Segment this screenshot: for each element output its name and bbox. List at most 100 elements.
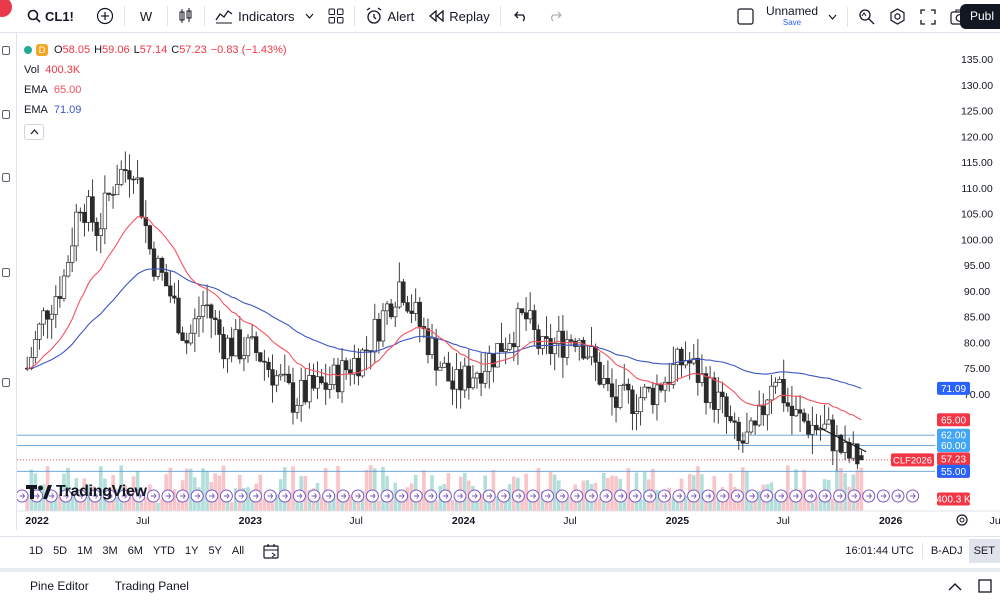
candle[interactable] [192,308,197,352]
event-marker[interactable] [541,489,555,503]
time-axis[interactable]: 2022 Jul 2023 Jul 2024 Jul 2025 Jul 2026 Jul [17,510,1000,527]
candle[interactable] [262,349,267,381]
candle[interactable] [781,359,786,412]
candle[interactable] [303,368,308,405]
event-marker[interactable] [468,489,482,503]
candle[interactable] [254,331,259,361]
candle[interactable] [106,192,112,202]
candle[interactable] [720,381,725,414]
candle[interactable] [151,241,157,282]
candle[interactable] [98,212,103,254]
candle[interactable] [266,357,271,378]
candle[interactable] [57,276,63,308]
candle[interactable] [74,203,79,262]
drawing-tool-edge[interactable] [2,173,10,182]
event-marker[interactable] [906,489,920,503]
candle[interactable] [793,395,799,417]
candle[interactable] [748,417,754,435]
range-button-all[interactable]: All [231,544,245,557]
candle[interactable] [172,282,177,304]
event-marker[interactable] [789,489,803,503]
candle[interactable] [630,385,635,431]
candle[interactable] [168,270,173,303]
candle[interactable] [618,384,623,410]
candle[interactable] [37,322,42,350]
tab-trading-panel[interactable]: Trading Panel [114,579,189,593]
candle[interactable] [221,326,226,369]
event-marker[interactable] [730,489,744,503]
candle[interactable] [675,347,680,382]
drawing-tool-edge[interactable] [2,268,10,277]
candle[interactable] [180,326,185,342]
candle[interactable] [233,319,238,357]
trend-line-drawing[interactable] [819,426,867,453]
event-marker[interactable] [351,489,365,503]
candle[interactable] [609,368,615,416]
candle[interactable] [270,354,275,403]
candle[interactable] [204,284,210,319]
maximize-panel-icon[interactable] [978,579,992,593]
candle[interactable] [114,164,120,196]
candle[interactable] [110,186,116,209]
event-marker[interactable] [438,489,452,503]
candle[interactable] [286,365,292,385]
candle[interactable] [344,357,349,380]
candle[interactable] [409,294,414,323]
event-marker[interactable] [146,489,160,503]
candle[interactable] [662,376,668,403]
candle[interactable] [650,381,656,414]
candle[interactable] [626,378,631,404]
chart-style-button[interactable] [171,0,201,33]
candle[interactable] [454,353,459,409]
candle[interactable] [499,322,504,352]
candle[interactable] [282,354,287,383]
candle[interactable] [769,375,774,414]
candle[interactable] [773,377,778,394]
event-marker[interactable] [526,489,540,503]
candle[interactable] [360,347,365,378]
candle[interactable] [646,386,651,393]
drawing-tool-edge[interactable] [2,378,10,387]
event-marker[interactable] [424,489,438,503]
event-marker[interactable] [278,489,292,503]
candle[interactable] [634,394,639,431]
event-marker[interactable] [249,489,263,503]
interval-button[interactable]: W [128,0,164,33]
indicator-templates-button[interactable] [321,0,351,33]
candle[interactable] [339,348,345,403]
candle[interactable] [605,360,611,392]
candle[interactable] [393,301,398,328]
candle[interactable] [376,312,382,354]
event-marker[interactable] [161,489,175,503]
candle[interactable] [601,364,606,389]
price-axis[interactable]: 135.00 130.00 125.00 120.00 115.00 110.00 105.… [891,33,1000,536]
candle[interactable] [249,325,255,340]
candle[interactable] [728,405,733,423]
candle[interactable] [703,366,709,415]
candle[interactable] [155,255,161,280]
candle[interactable] [429,323,435,359]
candle[interactable] [61,269,67,302]
event-marker[interactable] [322,489,336,503]
event-marker[interactable] [59,489,73,503]
candle[interactable] [139,177,144,220]
candle[interactable] [274,370,279,393]
candle[interactable] [299,367,304,422]
candle[interactable] [642,383,647,401]
candle[interactable] [478,353,484,397]
candle[interactable] [323,363,328,405]
candle[interactable] [356,348,361,386]
chevron-up-icon[interactable] [948,582,962,591]
candle[interactable] [744,412,750,444]
candle[interactable] [842,425,848,461]
candle[interactable] [560,314,566,378]
layout-button[interactable]: Unnamed Save [730,0,844,33]
candle[interactable] [507,333,512,352]
event-marker[interactable] [176,489,190,503]
candle[interactable] [45,309,50,339]
event-marker[interactable] [891,489,905,503]
candle[interactable] [438,361,443,371]
event-marker[interactable] [453,489,467,503]
candle[interactable] [82,203,87,237]
candle[interactable] [319,368,324,385]
